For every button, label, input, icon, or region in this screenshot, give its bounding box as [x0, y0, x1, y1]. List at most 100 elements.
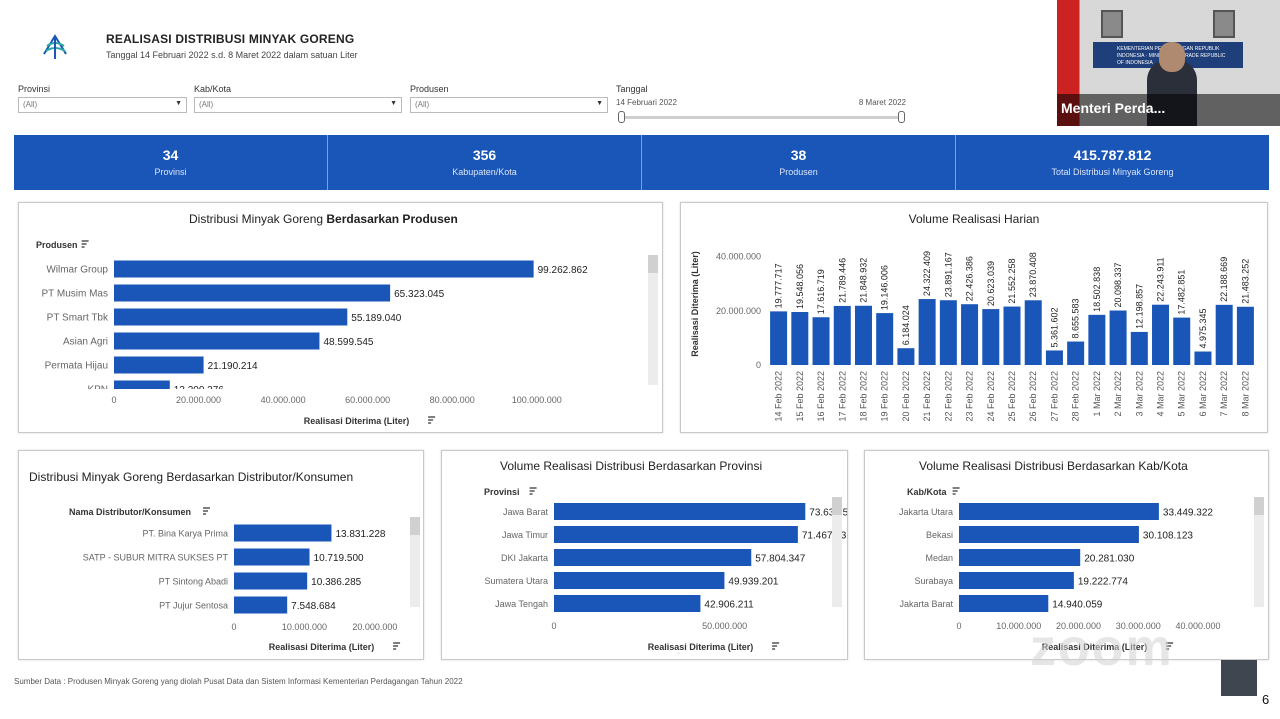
filter-provinsi: Provinsi (All) ▼: [18, 84, 187, 113]
x-tick-label: 7 Mar 2022: [1219, 371, 1229, 417]
chevron-down-icon: ▼: [596, 100, 603, 107]
sort-icon: [393, 642, 401, 650]
x-tick-label: 10.000.000: [282, 622, 327, 632]
bar-value-label: 20.623.039: [986, 261, 996, 306]
participant-name: Menteri Perda...: [1057, 94, 1280, 126]
kpi-label: Kabupaten/Kota: [452, 167, 517, 177]
bar: [918, 299, 936, 365]
category-label: KPN: [87, 385, 108, 396]
x-tick-label: 100.000.000: [512, 395, 562, 405]
filter-kabkota: Kab/Kota (All) ▼: [194, 84, 402, 113]
bar-value-label: 21.789.446: [837, 258, 847, 303]
y-tick-label: 20.000.000: [716, 306, 761, 316]
provinsi-select[interactable]: (All) ▼: [18, 97, 187, 113]
bar: [114, 380, 170, 389]
scrollbar-thumb: [410, 517, 420, 535]
bar: [791, 312, 809, 365]
x-tick-label: 28 Feb 2022: [1071, 371, 1081, 422]
bar: [897, 348, 915, 365]
bar-value-label: 20.098.337: [1113, 262, 1123, 307]
bar: [1109, 310, 1127, 365]
bar: [1173, 317, 1191, 365]
chart-title: Distribusi Minyak Goreng Berdasarkan Dis…: [29, 470, 353, 484]
slider-handle-end[interactable]: [898, 111, 905, 123]
x-tick-label: 17 Feb 2022: [837, 371, 847, 422]
kpi-kabkota: 356 Kabupaten/Kota: [328, 135, 642, 190]
category-label: Jawa Tengah: [495, 599, 548, 609]
bar: [939, 300, 957, 365]
bar-value-label: 4.975.345: [1198, 308, 1208, 348]
date-range-slider[interactable]: [616, 111, 906, 123]
category-label: Permata Hijau: [45, 361, 108, 372]
bar: [1024, 300, 1042, 365]
bar: [959, 572, 1074, 589]
x-tick-label: 2 Mar 2022: [1113, 371, 1123, 417]
x-tick-label: 8 Mar 2022: [1240, 371, 1250, 417]
dimension-label: Kab/Kota: [907, 487, 947, 497]
sort-icon: [203, 507, 210, 515]
bar: [812, 317, 830, 365]
chart-provinsi[interactable]: Volume Realisasi Distribusi Berdasarkan …: [442, 451, 860, 659]
chevron-down-icon: ▼: [175, 100, 182, 107]
chart-title: Volume Realisasi Distribusi Berdasarkan …: [919, 459, 1188, 473]
slider-handle-start[interactable]: [618, 111, 625, 123]
dimension-label: Nama Distributor/Konsumen: [69, 507, 191, 517]
bar: [114, 332, 320, 350]
x-tick-label: 27 Feb 2022: [1049, 371, 1059, 422]
bar-value-label: 13.831.228: [335, 529, 385, 540]
chart-produsen[interactable]: Distribusi Minyak Goreng Berdasarkan Pro…: [19, 203, 662, 432]
x-tick-label: 5 Mar 2022: [1177, 371, 1187, 417]
zoom-watermark: zoom: [1030, 619, 1174, 677]
bar-value-label: 12.198.857: [1134, 284, 1144, 329]
bar: [1088, 314, 1106, 365]
bar: [854, 305, 872, 365]
bar-value-label: 22.188.669: [1219, 257, 1229, 302]
bar: [554, 526, 798, 543]
kpi-produsen: 38 Produsen: [642, 135, 956, 190]
category-label: Sumatera Utara: [484, 576, 548, 586]
produsen-select[interactable]: (All) ▼: [410, 97, 608, 113]
x-tick-label: 4 Mar 2022: [1156, 371, 1166, 417]
category-label: SATP - SUBUR MITRA SUKSES PT: [83, 553, 229, 563]
bar-value-label: 55.189.040: [351, 313, 401, 324]
chart-kabkota[interactable]: Volume Realisasi Distribusi Berdasarkan …: [865, 451, 1268, 659]
kpi-value: 356: [472, 147, 497, 163]
chart-distributor[interactable]: Distribusi Minyak Goreng Berdasarkan Dis…: [19, 451, 423, 659]
bar: [234, 596, 288, 614]
category-label: PT Musim Mas: [42, 289, 109, 300]
sort-icon: [952, 487, 960, 495]
video-participant-tile[interactable]: KEMENTERIAN PERDAGANGAN REPUBLIK INDONES…: [1057, 0, 1280, 126]
x-tick-label: 22 Feb 2022: [943, 371, 953, 422]
bar-value-label: 20.281.030: [1084, 554, 1134, 565]
bar-value-label: 23.891.167: [943, 252, 953, 297]
bar-value-label: 19.548.056: [795, 264, 805, 309]
x-tick-label: 15 Feb 2022: [795, 371, 805, 422]
speaker-head: [1159, 42, 1185, 72]
x-tick-label: 20.000.000: [1056, 621, 1101, 631]
kpi-value: 415.787.812: [1073, 147, 1152, 163]
x-tick-label: 16 Feb 2022: [816, 371, 826, 422]
bar-value-label: 19.777.717: [774, 263, 784, 308]
kabkota-select-value: (All): [199, 100, 214, 109]
chart-harian[interactable]: Volume Realisasi Harian Realisasi Diterim…: [681, 203, 1267, 432]
x-tick-label: 21 Feb 2022: [922, 371, 932, 422]
kemendag-logo-icon: [43, 34, 67, 59]
y-tick-label: 40.000.000: [716, 252, 761, 262]
bar-value-label: 14.940.059: [1052, 600, 1102, 611]
provinsi-select-value: (All): [23, 100, 38, 109]
chart-title: Volume Realisasi Distribusi Berdasarkan …: [500, 459, 762, 473]
x-tick-label: 40.000.000: [261, 395, 306, 405]
category-label: Asian Agri: [63, 337, 108, 348]
kpi-label: Produsen: [779, 167, 818, 177]
bar-value-label: 24.322.409: [922, 251, 932, 296]
date-end: 8 Maret 2022: [858, 98, 906, 107]
bar: [982, 309, 1000, 365]
page-title: REALISASI DISTRIBUSI MINYAK GORENG: [106, 32, 355, 46]
bar-value-label: 5.361.602: [1049, 307, 1059, 347]
kpi-label: Provinsi: [154, 167, 187, 177]
x-tick-label: 23 Feb 2022: [965, 371, 975, 422]
chevron-down-icon: ▼: [390, 100, 397, 107]
chart-title: Distribusi Minyak Goreng Berdasarkan Pro…: [189, 212, 458, 226]
kabkota-select[interactable]: (All) ▼: [194, 97, 402, 113]
y-tick-label: 0: [756, 360, 761, 370]
